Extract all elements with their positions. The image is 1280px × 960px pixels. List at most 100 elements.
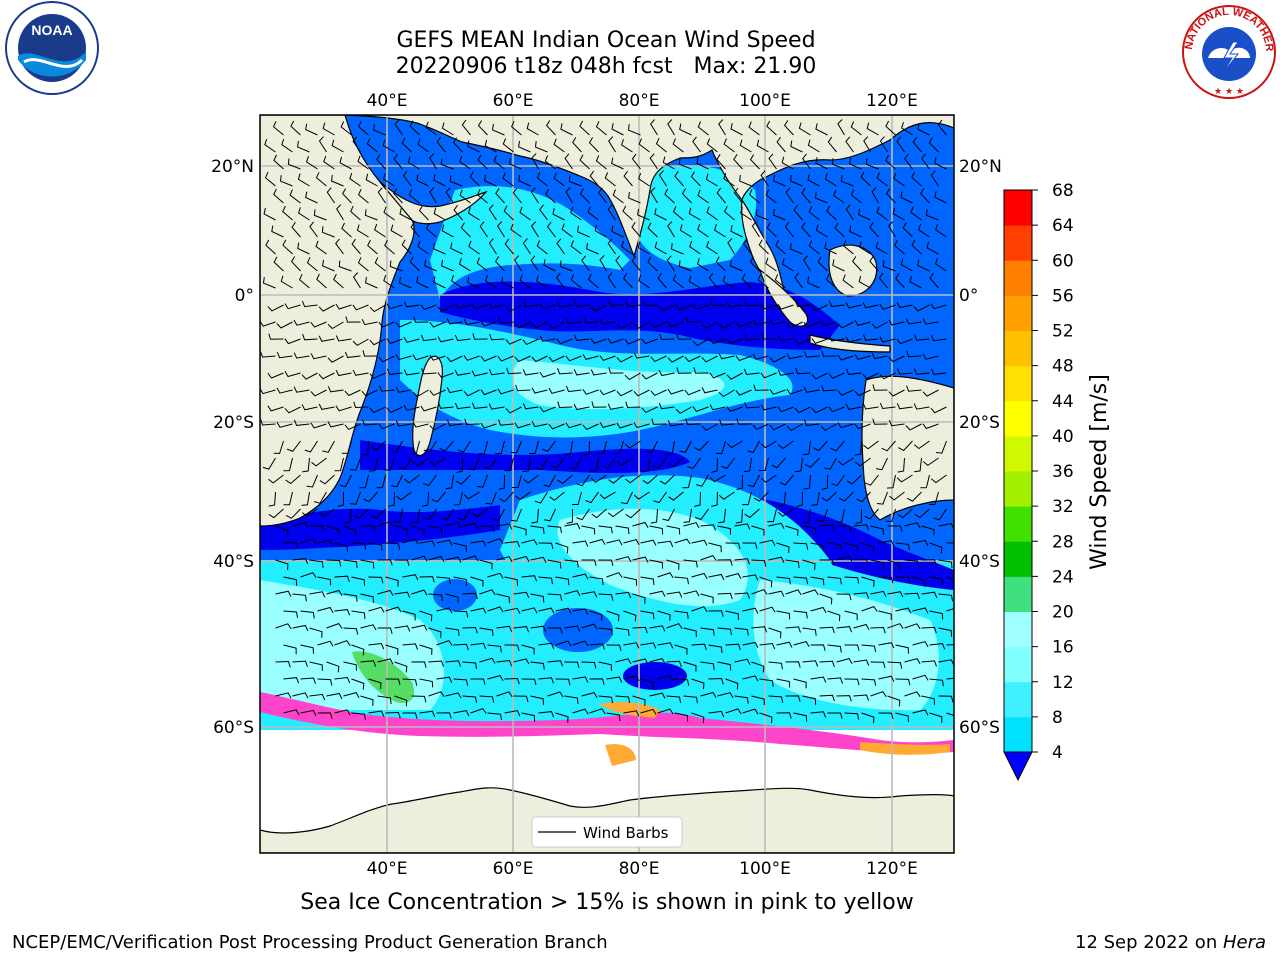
wind-barb <box>514 321 531 329</box>
wind-barb <box>768 661 783 670</box>
wind-barb <box>657 572 674 579</box>
wind-barb <box>802 660 819 667</box>
wind-barb <box>755 209 769 221</box>
wind-barb <box>801 222 811 238</box>
wind-barb <box>351 678 365 690</box>
wind-barb <box>480 355 497 362</box>
wind-barb <box>820 423 837 432</box>
wind-barb <box>913 440 930 450</box>
wind-barb <box>504 607 521 614</box>
wind-barb <box>436 576 451 585</box>
wind-barb <box>423 440 437 453</box>
x-tick-bottom: 100°E <box>739 859 791 879</box>
wind-barb <box>785 187 794 204</box>
wind-barb <box>850 121 862 136</box>
wind-barb <box>410 221 420 238</box>
wind-barb <box>821 491 837 502</box>
colorbar-tick-label: 48 <box>1052 357 1074 377</box>
wind-barb <box>913 304 930 312</box>
wind-barb <box>914 334 930 341</box>
wind-barb <box>793 204 803 221</box>
wind-barb <box>577 225 590 238</box>
wind-barb <box>844 678 860 686</box>
wind-barb <box>351 644 365 656</box>
wind-barb <box>691 606 708 613</box>
wind-barb <box>666 695 682 703</box>
wind-barb <box>769 389 786 395</box>
wind-barb <box>538 642 555 649</box>
wind-barb <box>368 542 383 551</box>
wind-barb <box>802 508 811 523</box>
wind-barb <box>784 221 794 238</box>
wind-barb <box>268 491 276 507</box>
wind-barb <box>650 355 667 363</box>
wind-barb <box>402 574 419 581</box>
wind-barb <box>553 138 565 153</box>
wind-barb <box>409 256 420 272</box>
wind-barb <box>683 661 697 672</box>
y-tick-left: 20°N <box>211 157 254 177</box>
wind-barb <box>402 538 419 545</box>
wind-barb <box>718 389 735 398</box>
wind-barb <box>624 300 641 307</box>
wind-barb <box>531 355 548 363</box>
wind-barb <box>778 491 786 507</box>
wind-barb <box>556 301 573 308</box>
wind-barb <box>283 457 293 472</box>
wind-barb <box>395 420 412 427</box>
wind-barb <box>421 368 437 375</box>
wind-barb <box>674 678 690 686</box>
colorbar-tick-label: 28 <box>1052 532 1074 552</box>
wind-barb <box>402 712 418 719</box>
wind-barb <box>700 691 717 698</box>
wind-barb <box>649 590 666 597</box>
wind-barb <box>776 712 792 719</box>
wind-barb <box>807 276 820 289</box>
wind-barb <box>565 318 582 325</box>
low-pressure-a <box>433 579 477 611</box>
wind-barb <box>766 120 777 136</box>
wind-barb <box>565 385 582 393</box>
wind-barb <box>565 187 573 204</box>
wind-barb <box>683 627 697 638</box>
wind-barb <box>870 661 886 669</box>
wind-barb <box>926 241 939 255</box>
wind-barb <box>421 491 429 507</box>
wind-barb <box>317 640 334 647</box>
wind-barb <box>790 140 803 153</box>
wind-barb <box>641 338 658 345</box>
wind-barb <box>946 542 954 544</box>
wind-barb <box>498 317 514 324</box>
wind-barb <box>811 304 828 312</box>
wind-barb <box>872 384 888 391</box>
wind-barb <box>722 275 735 289</box>
wind-barb <box>786 423 803 432</box>
wind-barb <box>623 710 640 717</box>
wind-barb <box>870 525 884 536</box>
wind-barb <box>543 259 556 272</box>
wind-barb <box>436 640 453 646</box>
wind-barb <box>292 521 309 528</box>
wind-barb <box>611 157 624 170</box>
wind-barb <box>912 709 929 716</box>
wind-barb <box>506 367 522 375</box>
wind-barb <box>632 556 649 563</box>
wind-barb <box>710 299 726 307</box>
wind-barb <box>912 641 929 648</box>
wind-barb <box>650 187 658 204</box>
wind-barb <box>599 491 616 500</box>
wind-barb <box>838 491 854 502</box>
wind-barb <box>865 158 879 170</box>
wind-barb <box>300 644 314 654</box>
wind-barb <box>599 422 616 428</box>
wind-barb <box>453 542 467 553</box>
wind-barb <box>326 525 340 536</box>
wind-barb <box>573 334 590 341</box>
wind-barb <box>920 188 930 204</box>
wind-barb <box>854 319 871 326</box>
wind-barb <box>438 402 454 409</box>
wind-barb <box>410 440 420 455</box>
wind-barb <box>420 304 437 311</box>
wind-barb <box>281 138 293 153</box>
wind-barb <box>496 556 513 563</box>
